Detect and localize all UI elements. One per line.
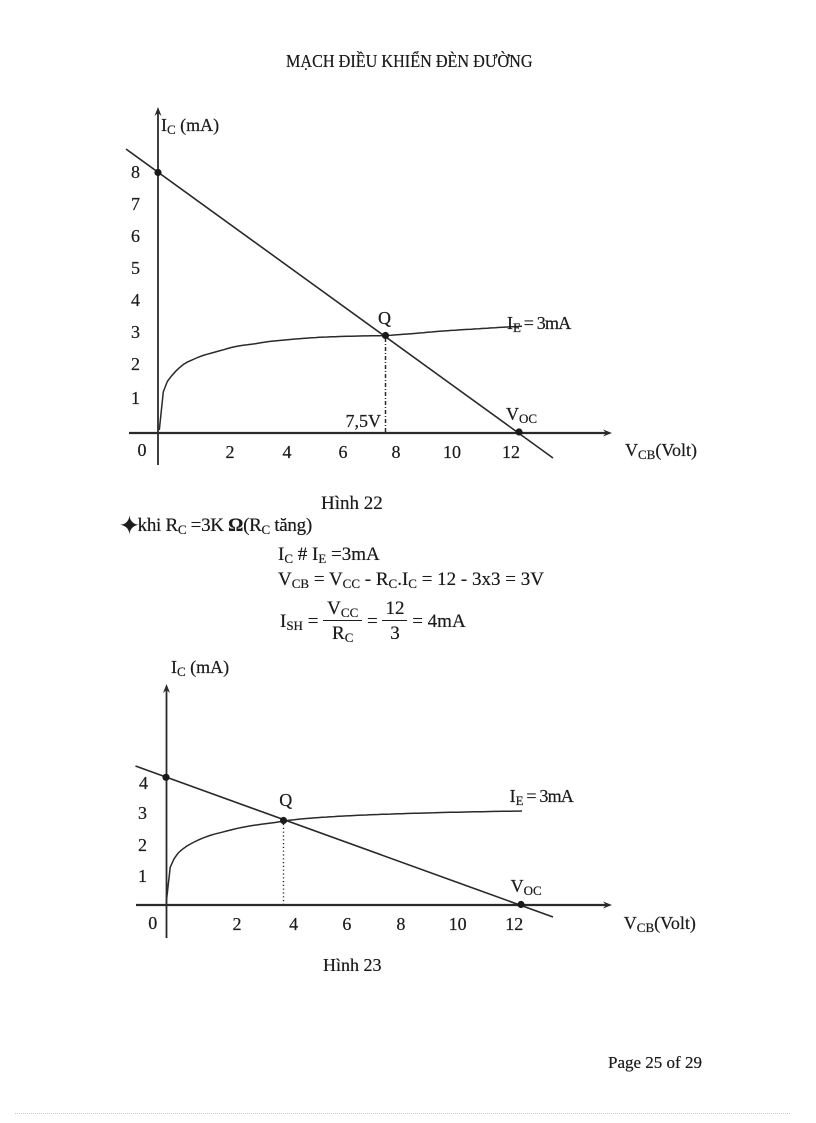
svg-text:2: 2 bbox=[131, 354, 140, 374]
svg-text:10: 10 bbox=[449, 914, 467, 934]
svg-text:3: 3 bbox=[131, 322, 140, 342]
svg-text:0: 0 bbox=[148, 913, 157, 933]
svg-text:Q: Q bbox=[378, 308, 391, 328]
svg-text:VOC: VOC bbox=[511, 876, 542, 898]
svg-text:4: 4 bbox=[139, 773, 148, 793]
svg-text:5: 5 bbox=[131, 258, 140, 278]
svg-text:7,5V: 7,5V bbox=[346, 411, 382, 431]
svg-text:6: 6 bbox=[131, 226, 140, 246]
svg-text:VCB(Volt): VCB(Volt) bbox=[624, 913, 696, 935]
svg-text:1: 1 bbox=[138, 866, 147, 886]
svg-text:IC (mA): IC (mA) bbox=[161, 115, 219, 137]
svg-text:IE = 3mA: IE = 3mA bbox=[507, 313, 571, 335]
svg-text:6: 6 bbox=[339, 442, 348, 462]
svg-text:6: 6 bbox=[342, 914, 351, 934]
svg-text:Q: Q bbox=[279, 790, 292, 810]
svg-text:4: 4 bbox=[289, 914, 298, 934]
svg-text:12: 12 bbox=[502, 442, 520, 462]
svg-text:VOC: VOC bbox=[506, 404, 537, 426]
svg-text:7: 7 bbox=[131, 194, 140, 214]
svg-text:2: 2 bbox=[233, 914, 242, 934]
svg-text:10: 10 bbox=[443, 442, 461, 462]
svg-text:8: 8 bbox=[131, 162, 140, 182]
svg-text:IC (mA): IC (mA) bbox=[171, 657, 229, 679]
svg-text:2: 2 bbox=[138, 835, 147, 855]
svg-text:4: 4 bbox=[131, 290, 140, 310]
svg-text:2: 2 bbox=[226, 442, 235, 462]
svg-text:3: 3 bbox=[138, 803, 147, 823]
svg-text:0: 0 bbox=[138, 440, 147, 460]
svg-text:1: 1 bbox=[131, 388, 140, 408]
svg-text:8: 8 bbox=[396, 914, 405, 934]
svg-text:8: 8 bbox=[392, 442, 401, 462]
svg-text:VCB(Volt): VCB(Volt) bbox=[625, 440, 697, 462]
svg-text:4: 4 bbox=[283, 442, 292, 462]
svg-text:12: 12 bbox=[505, 914, 523, 934]
svg-text:IE = 3mA: IE = 3mA bbox=[510, 786, 574, 808]
